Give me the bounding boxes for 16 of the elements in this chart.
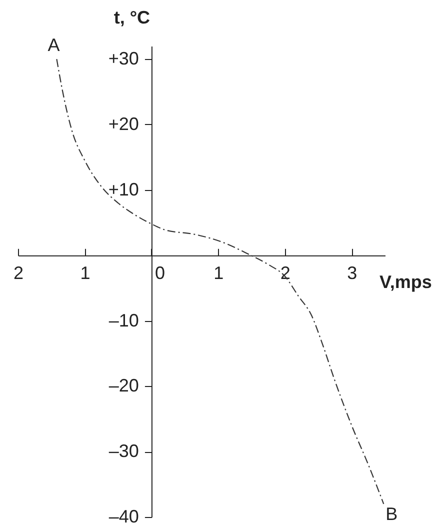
annotation: A <box>48 35 60 56</box>
y-tick-label: +10 <box>108 179 139 200</box>
x-tick-label: 0 <box>154 262 165 283</box>
x-tick-label: 3 <box>347 262 358 283</box>
y-tick-label: –20 <box>108 376 139 396</box>
y-tick-label: –10 <box>108 310 139 330</box>
x-tick-label: 1 <box>214 262 224 283</box>
annotation: B <box>386 504 398 524</box>
y-tick-label: –30 <box>108 441 139 462</box>
x-tick-label: 2 <box>13 262 24 283</box>
x-axis-title: V,mps <box>380 272 432 292</box>
y-axis-title: t, °C <box>114 8 150 28</box>
y-tick-label: +30 <box>108 48 139 69</box>
x-tick-label: 1 <box>80 262 90 283</box>
y-tick-label: –40 <box>108 506 139 526</box>
y-tick-label: +20 <box>108 114 139 134</box>
